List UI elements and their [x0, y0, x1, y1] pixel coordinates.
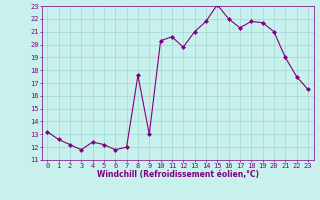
X-axis label: Windchill (Refroidissement éolien,°C): Windchill (Refroidissement éolien,°C): [97, 170, 259, 179]
